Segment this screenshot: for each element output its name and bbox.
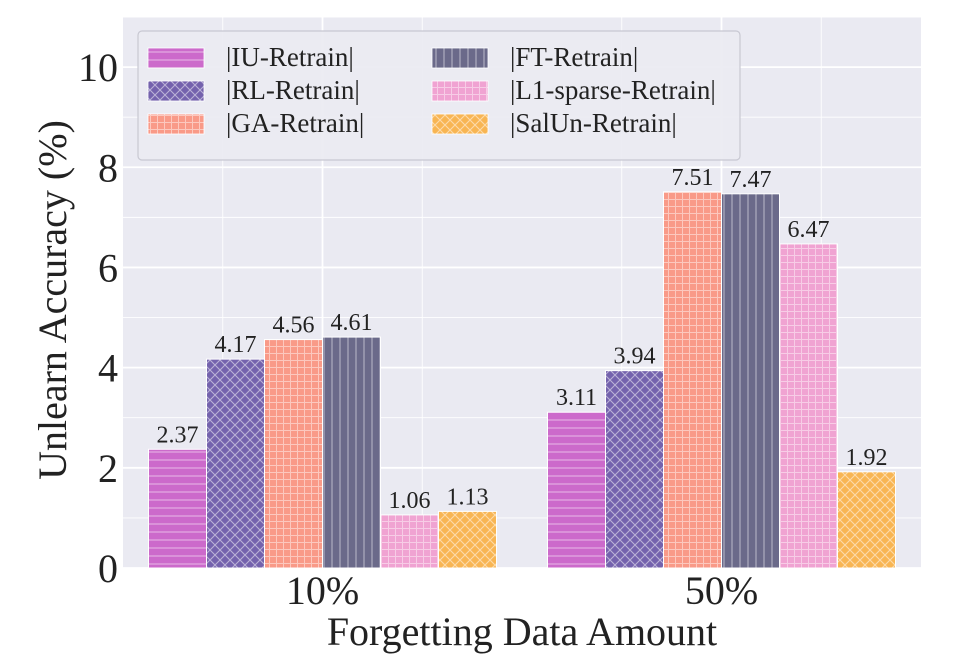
bar-hatch bbox=[779, 243, 838, 569]
value-label: 1.13 bbox=[447, 484, 489, 510]
value-label: 1.06 bbox=[389, 488, 431, 514]
legend-swatch-hatch bbox=[431, 113, 489, 135]
bar-hatch bbox=[148, 448, 207, 569]
y-tick-label: 6 bbox=[98, 245, 118, 290]
value-label: 7.51 bbox=[672, 165, 714, 191]
legend-label: |IU-Retrain| bbox=[226, 42, 354, 72]
legend-label: |SalUn-Retrain| bbox=[510, 108, 677, 138]
value-label: 2.37 bbox=[157, 422, 199, 448]
bar-hatch bbox=[206, 358, 265, 569]
legend-swatch-hatch bbox=[147, 80, 205, 102]
value-label: 4.17 bbox=[215, 332, 257, 358]
y-tick-label: 0 bbox=[98, 546, 118, 591]
legend-label: |L1-sparse-Retrain| bbox=[510, 75, 716, 105]
y-axis-ticks: 0 2 4 6 8 10 bbox=[78, 45, 118, 591]
y-tick-label: 2 bbox=[98, 446, 118, 491]
x-tick-label: 50% bbox=[685, 568, 758, 613]
value-label: 1.92 bbox=[846, 445, 888, 471]
bar-hatch bbox=[837, 471, 896, 569]
bar-hatch bbox=[663, 191, 722, 569]
x-axis-label: Forgetting Data Amount bbox=[327, 609, 717, 654]
legend-label: |FT-Retrain| bbox=[510, 42, 638, 72]
value-label: 6.47 bbox=[788, 217, 830, 243]
y-axis-label: Unlearn Accuracy (%) bbox=[30, 120, 75, 480]
bar-hatch bbox=[322, 336, 381, 569]
legend-label: |GA-Retrain| bbox=[226, 108, 364, 138]
bar-hatch bbox=[605, 370, 664, 569]
value-label: 7.47 bbox=[730, 167, 772, 193]
bar-hatch bbox=[438, 510, 497, 569]
legend-swatch-hatch bbox=[147, 113, 205, 135]
legend-swatch-hatch bbox=[431, 47, 489, 69]
legend-label: |RL-Retrain| bbox=[226, 75, 360, 105]
x-axis-ticks: 10% 50% bbox=[286, 568, 758, 613]
legend-swatch-hatch bbox=[431, 80, 489, 102]
value-label: 3.11 bbox=[556, 385, 597, 411]
value-label: 4.56 bbox=[273, 313, 315, 339]
value-labels: 2.37 4.17 4.56 4.61 1.06 1.13 3.11 3.94 7.51 7.47… bbox=[157, 165, 888, 514]
value-label: 3.94 bbox=[614, 344, 656, 370]
bar-hatch bbox=[547, 411, 606, 569]
y-tick-label: 8 bbox=[98, 145, 118, 190]
bars bbox=[148, 191, 896, 569]
bar-hatch bbox=[380, 514, 439, 569]
bar-hatch bbox=[264, 339, 323, 569]
legend-swatch-hatch bbox=[147, 47, 205, 69]
bar-hatch bbox=[721, 193, 780, 569]
legend: |IU-Retrain||RL-Retrain||GA-Retrain| |FT-… bbox=[137, 30, 741, 161]
y-tick-label: 10 bbox=[78, 45, 118, 90]
x-tick-label: 10% bbox=[286, 568, 359, 613]
value-label: 4.61 bbox=[331, 310, 373, 336]
y-tick-label: 4 bbox=[98, 346, 118, 391]
